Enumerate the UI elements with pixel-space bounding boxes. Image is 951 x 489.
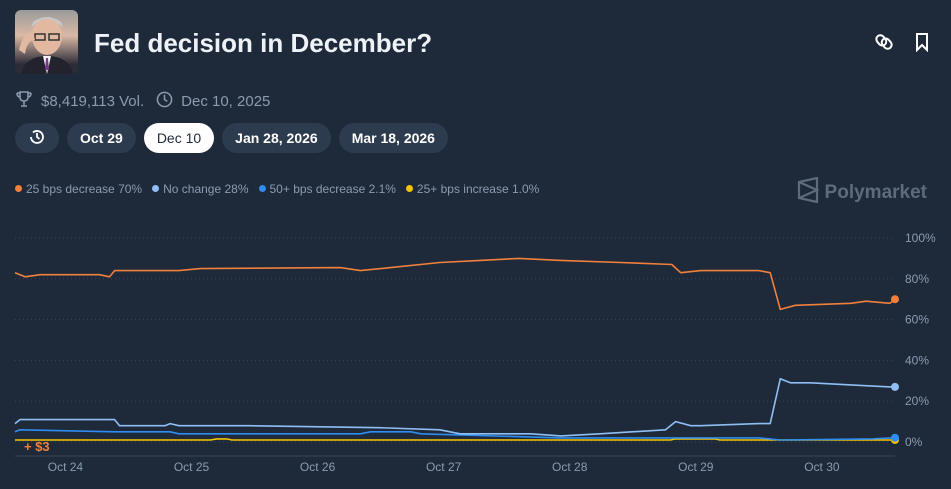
price-chart[interactable]: 100% 80% 60% 40% 20% 0% Oct 24 Oct 25 Oct 26 Oct … [0,220,951,489]
x-tick-label: Oct 25 [174,460,210,474]
y-tick-label: 0% [905,435,923,449]
market-image [15,10,78,74]
legend-label: 25+ bps increase 1.0% [416,182,540,196]
x-tick-label: Oct 27 [426,460,462,474]
bookmark-icon[interactable] [912,32,932,53]
link-icon[interactable] [874,32,894,52]
series-line-no-change [14,378,895,437]
trophy-icon [15,90,33,112]
x-tick-label: Oct 28 [552,460,588,474]
clock-icon [156,91,173,112]
volume: $8,419,113 Vol. [41,92,145,110]
series-end-point [891,433,899,442]
y-tick-label: 20% [905,394,929,408]
legend-item: 25 bps decrease 70% [15,182,142,196]
y-tick-label: 80% [905,272,929,286]
y-tick-label: 60% [905,313,929,327]
pill-oct-29[interactable]: Oct 29 [67,123,136,153]
legend-item: No change 28% [152,182,249,196]
market-title: Fed decision in December? [94,28,433,58]
pill-mar-18-2026[interactable]: Mar 18, 2026 [338,123,448,153]
pill-jan-28-2026[interactable]: Jan 28, 2026 [222,123,331,153]
chart-legend: 25 bps decrease 70% No change 28% 50+ bp… [15,182,539,196]
x-tick-label: Oct 26 [300,460,336,474]
end-date: Dec 10, 2025 [181,92,271,110]
y-tick-label: 40% [905,353,929,367]
polymarket-logo: Polymarket [797,176,927,209]
series-line-50-bps-decrease [14,429,896,441]
legend-dot [15,185,22,193]
series-end-point [891,382,899,391]
legend-item: 50+ bps decrease 2.1% [258,182,396,196]
history-clock-icon [28,128,46,149]
legend-label: No change 28% [163,182,249,196]
y-tick-label: 100% [905,231,936,245]
series-line-25-bps-increase [15,438,895,441]
polymarket-wordmark: Polymarket [824,182,927,203]
polymarket-logo-icon [797,176,820,209]
pnl-annotation: + $3 [24,439,50,454]
legend-dot [258,185,266,193]
legend-dot [405,185,413,193]
x-tick-label: Oct 29 [678,460,714,474]
pill-dec-10[interactable]: Dec 10 [143,123,215,153]
series-end-point [891,295,899,304]
date-pills: Oct 29 Dec 10 Jan 28, 2026 Mar 18, 2026 [15,123,448,153]
x-tick-label: Oct 30 [804,460,840,474]
legend-label: 50+ bps decrease 2.1% [269,182,396,196]
legend-dot [152,185,160,193]
x-tick-label: Oct 24 [48,460,84,474]
history-button[interactable] [15,123,59,153]
market-meta: $8,419,113 Vol. Dec 10, 2025 [15,90,270,112]
legend-item: 25+ bps increase 1.0% [405,182,540,196]
series-line-25-bps-decrease [14,257,896,311]
legend-label: 25 bps decrease 70% [26,182,143,196]
